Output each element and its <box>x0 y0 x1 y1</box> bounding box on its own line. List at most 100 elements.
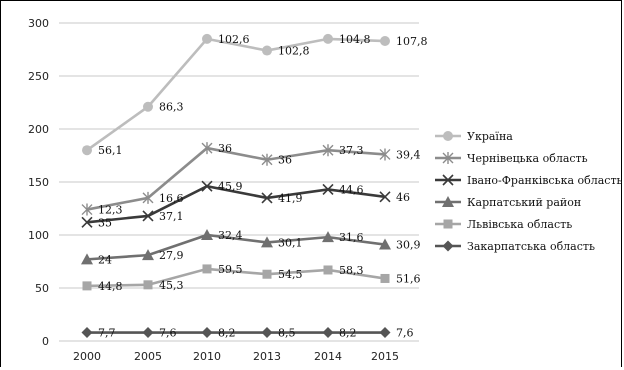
y-tick-label: 150 <box>28 176 49 189</box>
data-point <box>142 249 154 261</box>
data-point <box>81 327 93 339</box>
data-point <box>379 148 391 161</box>
data-label: 86,3 <box>159 101 184 114</box>
data-label: 44,6 <box>339 183 364 196</box>
data-label: 58,3 <box>339 264 364 277</box>
data-label: 45,3 <box>159 279 184 292</box>
data-point <box>322 144 334 157</box>
data-point <box>142 327 154 339</box>
data-point <box>261 153 273 166</box>
data-point <box>201 327 213 339</box>
y-tick-label: 300 <box>28 17 49 30</box>
data-label: 45,9 <box>218 180 243 193</box>
data-point <box>379 327 391 339</box>
data-point <box>379 238 391 250</box>
legend-label: Закарпатська область <box>467 240 595 253</box>
data-label: 30,9 <box>396 239 421 252</box>
legend-marker <box>442 152 454 164</box>
data-point <box>201 229 213 240</box>
x-tick-label: 2010 <box>193 350 221 363</box>
data-label: 41,9 <box>278 192 303 205</box>
data-label: 7,6 <box>396 327 414 340</box>
series-line <box>86 146 386 211</box>
data-label: 8,2 <box>339 327 357 340</box>
data-point <box>143 280 153 290</box>
data-point <box>142 210 154 222</box>
data-label: 104,8 <box>339 33 371 46</box>
data-label: 39,4 <box>396 148 421 161</box>
data-label: 8,5 <box>278 327 296 340</box>
data-label: 107,8 <box>396 35 428 48</box>
data-point <box>322 183 334 195</box>
data-label: 35 <box>98 216 112 229</box>
data-point <box>142 191 154 204</box>
data-label: 37,3 <box>339 144 364 157</box>
series-line <box>86 267 386 288</box>
gridlines <box>59 22 419 342</box>
legend-label: Карпатський район <box>467 196 581 209</box>
data-label: 102,8 <box>278 45 310 58</box>
y-tick-label: 250 <box>28 70 49 83</box>
data-label: 36 <box>278 154 292 167</box>
data-point <box>201 142 213 155</box>
data-point <box>322 327 334 339</box>
data-point <box>261 236 273 248</box>
data-label: 31,6 <box>339 231 364 244</box>
series-line <box>86 184 386 224</box>
legend: Україна Чернівецька область Івано-Франківс… <box>435 130 623 253</box>
data-label: 32,4 <box>218 229 243 242</box>
data-label: 27,9 <box>159 249 184 262</box>
data-label: 8,2 <box>218 327 236 340</box>
legend-item: Україна <box>435 130 513 143</box>
x-tick-label: 2015 <box>371 350 399 363</box>
data-label: 12,3 <box>98 204 123 217</box>
data-label: 44,8 <box>98 280 123 293</box>
legend-marker <box>442 240 454 252</box>
data-point <box>261 327 273 339</box>
data-point <box>323 33 333 44</box>
data-point <box>81 216 93 228</box>
y-tick-label: 50 <box>35 282 49 295</box>
x-tick-label: 2005 <box>134 350 162 363</box>
data-label: 7,7 <box>98 327 116 340</box>
data-label: 30,1 <box>278 236 303 249</box>
data-label: 59,5 <box>218 263 243 276</box>
legend-marker <box>442 196 454 207</box>
x-tick-label: 2013 <box>253 350 281 363</box>
data-label: 46 <box>396 191 410 204</box>
data-labels: 56,1 86,3 102,6 102,8 104,8 107,8 12,3 16,6 36 36… <box>98 33 428 340</box>
legend-item: Івано-Франківська область <box>435 174 623 187</box>
legend-item: Чернівецька область <box>435 152 588 165</box>
data-point <box>380 273 390 283</box>
data-point <box>379 191 391 203</box>
data-point <box>323 265 333 275</box>
data-point <box>322 231 334 243</box>
data-point <box>201 180 213 192</box>
legend-label: Львівська область <box>467 218 572 231</box>
legend-marker <box>443 131 453 141</box>
legend-item: Закарпатська область <box>435 240 595 253</box>
data-point <box>380 36 390 47</box>
data-point <box>262 269 272 279</box>
x-tick-label: 2014 <box>314 350 342 363</box>
legend-item: Львівська область <box>435 218 572 231</box>
data-label: 37,1 <box>159 210 184 223</box>
data-label: 7,6 <box>159 327 177 340</box>
y-tick-label: 0 <box>42 335 49 348</box>
data-point <box>202 264 212 274</box>
legend-marker <box>443 219 453 229</box>
data-point <box>261 192 273 204</box>
data-label: 54,5 <box>278 268 303 281</box>
y-axis: 0 50 100 150 200 250 300 <box>28 17 49 348</box>
series-line <box>86 233 386 261</box>
legend-marker <box>442 174 454 186</box>
data-label: 16,6 <box>159 192 184 205</box>
data-label: 36 <box>218 142 232 155</box>
x-axis: 2000 2005 2010 2013 2014 2015 <box>73 350 399 363</box>
data-point <box>82 281 92 291</box>
series-line <box>86 37 386 152</box>
data-label: 51,6 <box>396 272 421 285</box>
data-point <box>262 45 272 56</box>
